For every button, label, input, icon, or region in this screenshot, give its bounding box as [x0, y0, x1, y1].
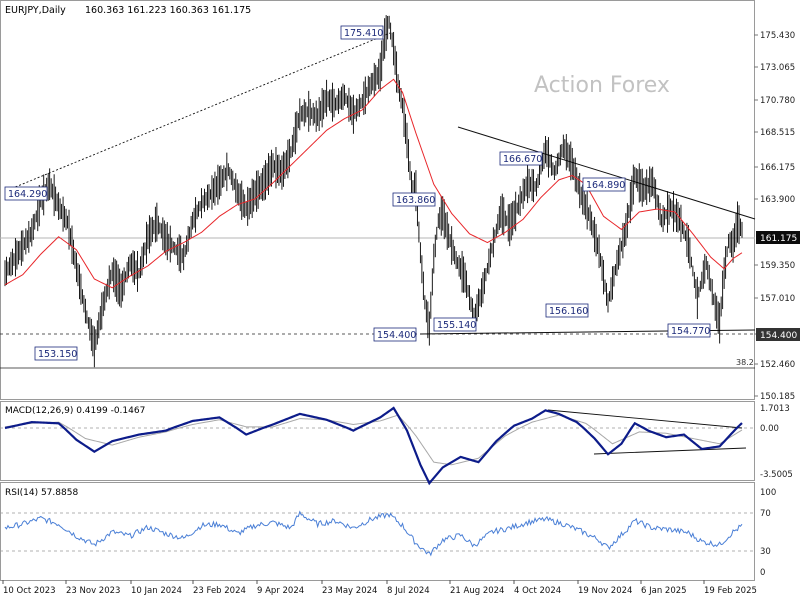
price-label-f: 155.140 — [437, 320, 476, 331]
macd-plot — [4, 406, 743, 486]
price-panel-frame — [0, 0, 755, 400]
watermark: Action Forex — [534, 73, 670, 98]
price-label-g: 166.670 — [503, 154, 542, 165]
price-tick-label: 163.900 — [760, 195, 795, 205]
label-box-e — [373, 327, 417, 342]
time-tick-label: 6 Jan 2025 — [641, 586, 687, 596]
time-tick-label: 4 Oct 2024 — [514, 586, 561, 596]
fib-label: 38.2 — [736, 358, 754, 367]
time-tick-label: 8 Jul 2024 — [387, 586, 430, 596]
chart-frame — [0, 0, 755, 581]
price-label-d: 163.860 — [396, 195, 435, 206]
label-box-g — [499, 151, 543, 166]
current-price-tag — [756, 231, 800, 244]
price-label-high: 175.410 — [344, 28, 383, 39]
time-tick-label: 23 Feb 2024 — [193, 586, 246, 596]
macd-panel-frame — [0, 401, 755, 481]
label-box-h — [582, 177, 626, 192]
price-tick-label: 159.350 — [760, 261, 795, 271]
price-tick-label: 152.460 — [760, 360, 795, 370]
price-tick-label: 175.430 — [760, 31, 795, 41]
macd-tick-label: 1.7013 — [760, 404, 790, 414]
price-label-b: 164.290 — [8, 189, 47, 200]
price-label-i: 156.160 — [549, 306, 588, 317]
rsi-plot — [4, 510, 743, 557]
time-tick-label: 9 Apr 2024 — [257, 586, 304, 596]
macd-tick-label: -3.5005 — [760, 470, 793, 480]
price-label-h: 164.890 — [586, 180, 625, 191]
price-label-low: 153.150 — [38, 349, 77, 360]
descending-trendline — [457, 126, 756, 220]
macd-upper-trendline — [547, 409, 743, 429]
rsi-tick-label: 0 — [760, 568, 765, 578]
time-tick-label: 10 Oct 2023 — [3, 586, 56, 596]
time-tick-label: 23 Nov 2023 — [66, 586, 120, 596]
time-tick-label: 23 May 2024 — [322, 586, 377, 596]
symbol-title: EURJPY,Daily — [5, 5, 66, 16]
label-box-c — [34, 346, 78, 361]
macd-axis: 1.7013 0.00 -3.5005 — [760, 404, 793, 480]
time-tick-label: 21 Aug 2024 — [450, 586, 504, 596]
rsi-title: RSI(14) 57.8858 — [5, 488, 78, 498]
price-tick-label: 168.515 — [760, 128, 795, 138]
moving-average-line — [4, 78, 743, 289]
price-tick-label: 166.175 — [760, 163, 795, 173]
macd-main-line — [4, 406, 743, 486]
time-tick-label: 19 Nov 2024 — [578, 586, 632, 596]
time-axis: 10 Oct 2023 23 Nov 2023 10 Jan 2024 23 Feb … — [2, 580, 757, 596]
macd-tick-label: 0.00 — [760, 424, 779, 434]
rsi-axis: 100 70 30 0 — [760, 488, 776, 578]
label-box-b — [4, 186, 48, 201]
rsi-tick-label: 70 — [760, 509, 771, 519]
price-tick-label: 170.780 — [760, 96, 795, 106]
rsi-tick-label: 30 — [760, 547, 771, 557]
macd-lower-trendline — [593, 447, 747, 455]
price-label-j: 154.770 — [671, 326, 710, 337]
dotted-uptrend-line — [7, 32, 391, 191]
rsi-tick-label: 100 — [760, 488, 776, 498]
label-box-d — [392, 192, 436, 207]
rsi-panel-frame — [0, 482, 755, 581]
support-price-value: 154.400 — [760, 331, 797, 341]
price-annotations: 175.410 164.290 153.150 163.860 154.400 … — [4, 25, 711, 361]
price-label-e: 154.400 — [377, 330, 416, 341]
rsi-line — [4, 510, 743, 557]
label-box-f — [433, 317, 477, 332]
price-tick-label: 157.010 — [760, 294, 795, 304]
time-tick-label: 19 Feb 2025 — [704, 586, 757, 596]
macd-title: MACD(12,26,9) 0.4199 -0.1467 — [5, 406, 145, 416]
price-tick-label: 150.185 — [760, 392, 795, 402]
support-price-tag — [756, 328, 800, 341]
price-plot — [4, 15, 743, 368]
label-box-a — [340, 25, 384, 40]
label-box-i — [545, 303, 589, 318]
label-box-j — [667, 323, 711, 338]
current-price-value: 161.175 — [760, 234, 797, 244]
price-axis: 175.430 173.065 170.780 168.515 166.175 163.9… — [754, 31, 795, 402]
price-tick-label: 173.065 — [760, 63, 795, 73]
ohlc-readout: 160.363 161.223 160.363 161.175 — [85, 5, 251, 16]
time-tick-label: 10 Jan 2024 — [131, 586, 182, 596]
